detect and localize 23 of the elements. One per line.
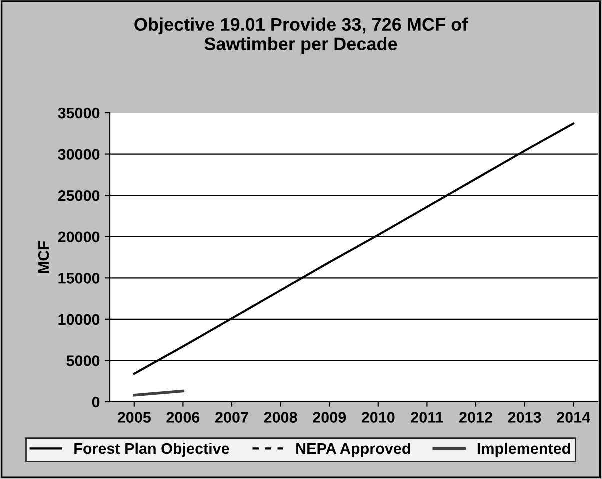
x-tick-label: 2012 xyxy=(460,412,492,423)
chart-title: Objective 19.01 Provide 33, 726 MCF of Sawtimber per Decade xyxy=(134,18,468,54)
y-tick-label: 20000 xyxy=(58,232,100,243)
x-tick-label: 2010 xyxy=(362,412,395,423)
x-tick-label: 2005 xyxy=(118,412,151,423)
x-tick-label: 2007 xyxy=(216,412,248,423)
x-tick-label: 2006 xyxy=(166,412,200,423)
y-tick-label: 10000 xyxy=(58,314,100,326)
x-tick-label: 2009 xyxy=(313,412,346,423)
y-tick-label: 5000 xyxy=(66,356,100,366)
x-tick-label: 2011 xyxy=(411,412,444,423)
legend-label: Implemented xyxy=(478,442,570,458)
y-tick-label: 30000 xyxy=(58,149,100,160)
x-tick-label: 2008 xyxy=(264,412,298,423)
y-tick-label: 35000 xyxy=(58,108,100,119)
y-tick-label: 15000 xyxy=(58,273,100,284)
legend-label: NEPA Approved xyxy=(296,442,410,458)
y-axis-title: MCF xyxy=(38,242,50,274)
x-tick-label: 2013 xyxy=(508,412,542,423)
x-tick-label: 2014 xyxy=(557,412,591,423)
y-tick-label: 0 xyxy=(92,396,100,408)
legend-label: Forest Plan Objective xyxy=(74,442,230,458)
y-tick-label: 25000 xyxy=(58,190,100,202)
